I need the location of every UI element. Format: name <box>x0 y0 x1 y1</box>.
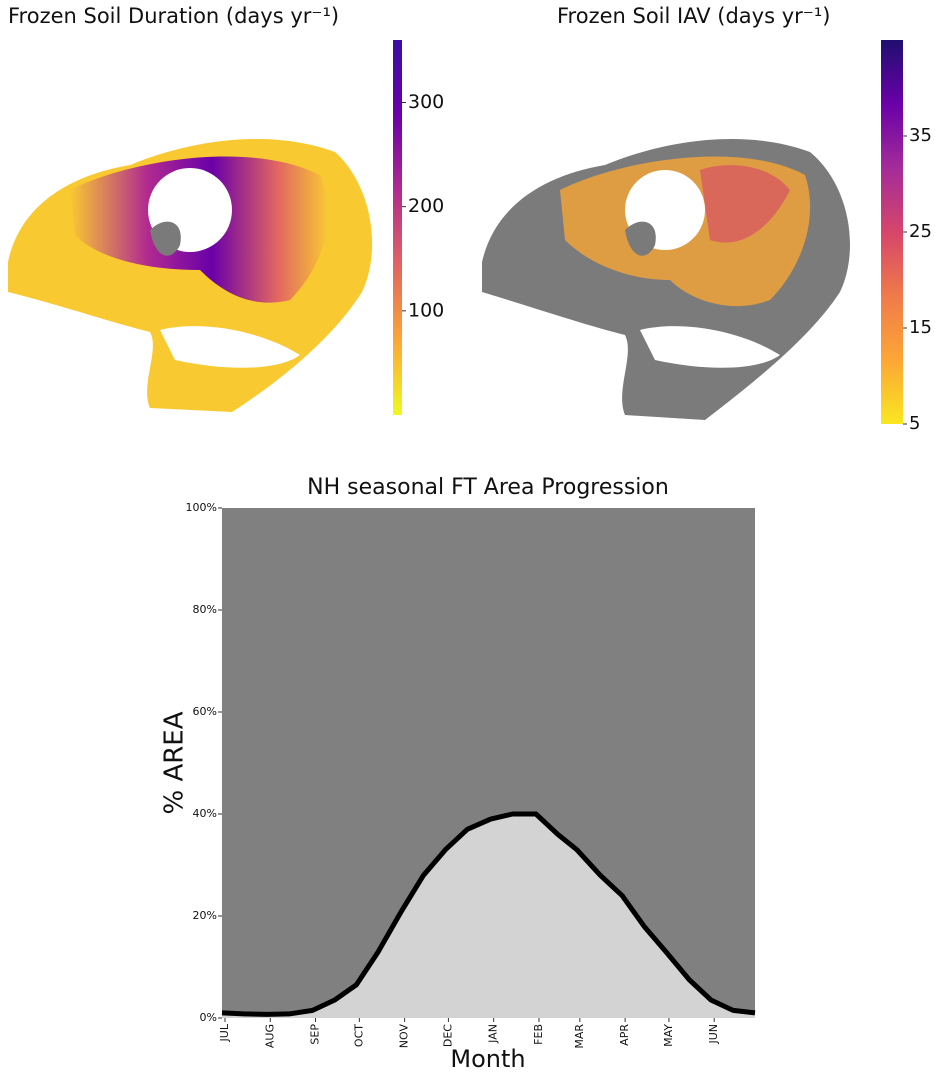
x-tick-label: DEC <box>441 1024 454 1047</box>
colorbar-tick-label: 25 <box>909 221 932 242</box>
map-duration <box>8 138 373 413</box>
x-tick-label: FEB <box>532 1024 545 1045</box>
map-title: Frozen Soil Duration (days yr⁻¹) <box>8 4 339 28</box>
colorbar-tick-label: 5 <box>909 413 920 434</box>
colorbar-tick-label: 100 <box>408 299 444 321</box>
x-tick-label: MAY <box>662 1024 675 1047</box>
line <box>221 811 756 1017</box>
y-tick-label: 100% <box>186 501 217 514</box>
x-tick-label: SEP <box>309 1024 322 1045</box>
y-tick-label: 20% <box>193 909 217 922</box>
y-axis-label: % AREA <box>160 711 190 814</box>
x-tick-label: JAN <box>487 1024 500 1044</box>
colorbar-tick-label: 15 <box>909 317 932 338</box>
x-tick-label: AUG <box>263 1024 276 1048</box>
map-iav <box>482 138 850 421</box>
x-tick-label: OCT <box>352 1024 365 1047</box>
chart-title: NH seasonal FT Area Progression <box>307 475 669 500</box>
colorbar <box>881 40 903 424</box>
x-tick-label: MAR <box>573 1024 586 1049</box>
colorbar <box>393 40 402 415</box>
x-tick-label: NOV <box>398 1024 411 1049</box>
y-tick-label: 40% <box>193 807 217 820</box>
y-tick-label: 0% <box>200 1011 217 1024</box>
map-title: Frozen Soil IAV (days yr⁻¹) <box>557 4 830 28</box>
x-tick-label: JUL <box>218 1023 231 1042</box>
x-axis-label: Month <box>450 1045 525 1073</box>
area <box>222 814 755 1018</box>
y-tick-label: 80% <box>193 603 217 616</box>
colorbar-tick-label: 35 <box>909 125 932 146</box>
colorbar-tick-label: 300 <box>408 91 444 113</box>
y-tick-label: 60% <box>193 705 217 718</box>
colorbar-tick-label: 200 <box>408 195 444 217</box>
x-tick-label: APR <box>618 1024 631 1046</box>
x-tick-label: JUN <box>707 1024 720 1045</box>
